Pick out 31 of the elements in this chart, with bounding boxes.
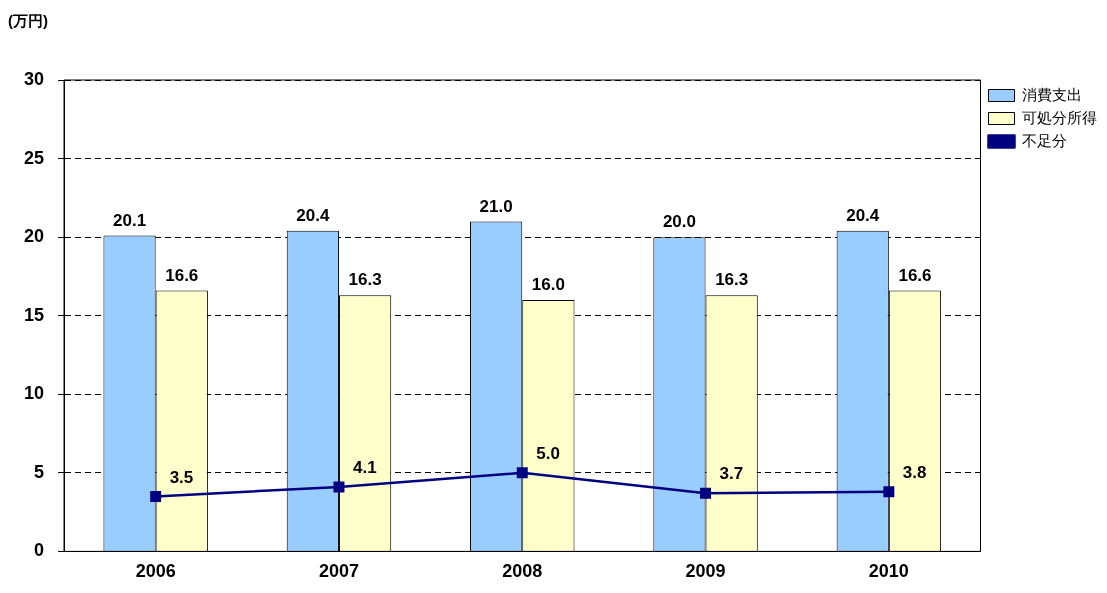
data-label: 4.1 xyxy=(352,458,377,478)
x-tick-label: 2010 xyxy=(868,561,909,582)
y-tick-label: 25 xyxy=(23,147,45,168)
legend-label: 不足分 xyxy=(1022,131,1067,149)
x-tick-label: 2008 xyxy=(502,561,543,582)
y-tick-label: 5 xyxy=(34,461,45,482)
y-tick-label: 10 xyxy=(23,383,45,404)
data-label: 3.5 xyxy=(169,467,194,487)
data-label: 16.6 xyxy=(165,265,199,285)
data-label: 20.0 xyxy=(662,212,696,232)
data-label: 3.7 xyxy=(719,464,744,484)
x-tick-label: 2006 xyxy=(135,561,176,582)
y-tick-label: 0 xyxy=(34,540,45,561)
x-tick-label: 2007 xyxy=(318,561,359,582)
data-label: 16.0 xyxy=(531,275,565,295)
data-label: 20.4 xyxy=(296,206,330,226)
y-axis-title: (万円) xyxy=(8,11,48,29)
legend-label: 可処分所得 xyxy=(1022,108,1097,126)
data-label: 3.8 xyxy=(902,462,927,482)
y-tick-label: 15 xyxy=(23,304,45,325)
y-tick-label: 20 xyxy=(23,226,45,247)
data-label: 20.4 xyxy=(846,206,880,226)
data-label: 16.3 xyxy=(348,270,382,290)
data-label: 16.6 xyxy=(898,265,932,285)
y-tick-label: 30 xyxy=(23,68,45,89)
data-label: 16.3 xyxy=(715,270,749,290)
data-label: 5.0 xyxy=(536,444,560,464)
data-label: 20.1 xyxy=(113,210,147,230)
data-label: 21.0 xyxy=(479,196,513,216)
legend-label: 消費支出 xyxy=(1022,85,1082,103)
x-tick-label: 2009 xyxy=(685,561,726,582)
